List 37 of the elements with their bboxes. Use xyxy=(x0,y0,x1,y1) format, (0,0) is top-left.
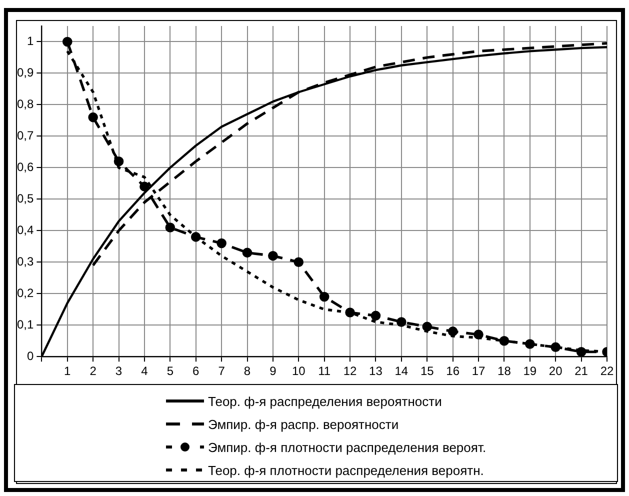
y-tick-label: 0 xyxy=(26,348,34,363)
y-tick-label: 0,8 xyxy=(16,97,34,112)
x-tick-label: 13 xyxy=(369,364,383,378)
x-tick-label: 8 xyxy=(244,364,251,378)
x-tick-label: 4 xyxy=(141,364,148,378)
x-tick-label: 6 xyxy=(192,364,200,378)
x-tick-label: 21 xyxy=(574,364,588,378)
legend-label: Теор. ф-я распределения вероятности xyxy=(208,394,442,408)
x-tick-label: 10 xyxy=(292,364,306,378)
x-tick-label: 5 xyxy=(166,364,174,378)
x-tick-label: 7 xyxy=(218,364,226,378)
x-tick-label: 17 xyxy=(472,364,486,378)
y-tick-label: 0,4 xyxy=(16,222,34,237)
y-tick-label: 1 xyxy=(26,34,34,48)
x-tick-label: 20 xyxy=(548,364,563,378)
x-tick-label: 9 xyxy=(270,364,277,378)
y-tick-label: 0,5 xyxy=(16,191,34,206)
y-tick-label: 0,3 xyxy=(16,254,34,268)
x-tick-label: 19 xyxy=(523,364,537,378)
x-tick-label: 11 xyxy=(318,364,331,378)
y-tick-label: 0,9 xyxy=(16,66,34,80)
x-tick-label: 1 xyxy=(64,364,72,378)
x-tick-label: 16 xyxy=(446,364,460,378)
x-tick-label: 22 xyxy=(600,364,614,378)
y-tick-label: 0,2 xyxy=(16,286,34,300)
legend-label: Теор. ф-я плотности распределения вероятн. xyxy=(208,462,484,478)
legend-label: Эмпир. ф-я плотности распределения вероят. xyxy=(208,440,486,454)
x-tick-label: 3 xyxy=(115,364,122,378)
y-tick-label: 0,6 xyxy=(16,160,34,174)
y-tick-label: 0,1 xyxy=(16,317,34,332)
x-tick-label: 2 xyxy=(90,364,97,378)
x-tick-label: 12 xyxy=(343,364,358,378)
y-tick-label: 0,7 xyxy=(16,128,34,143)
x-tick-label: 14 xyxy=(394,364,408,378)
x-tick-label: 15 xyxy=(420,364,434,378)
legend-label: Эмпир. ф-я распр. вероятности xyxy=(208,416,399,432)
x-tick-label: 18 xyxy=(498,364,512,378)
